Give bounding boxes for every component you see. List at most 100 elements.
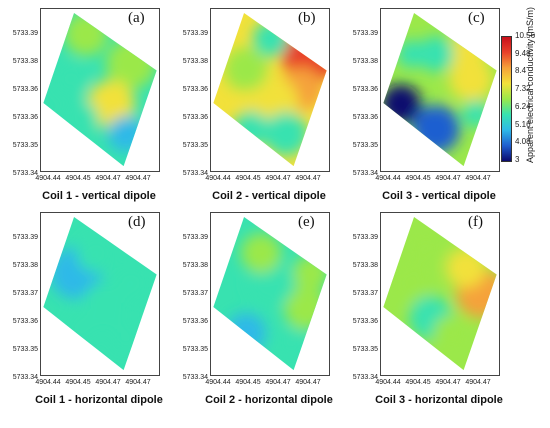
colorbar-title: Apparent electrical conductivity (mS/m) (525, 6, 535, 163)
colorbar-tick-label: 5.16 (515, 119, 531, 129)
x-tick-label: 4904.47 (125, 175, 151, 182)
panel-title: Coil 3 - horizontal dipole (375, 394, 503, 406)
y-tick-label: 5733.34 (12, 170, 38, 177)
heatmap-cell (408, 230, 444, 266)
y-tick-label: 5733.39 (12, 234, 38, 241)
y-tick-label: 5733.37 (182, 290, 208, 297)
y-tick-label: 5733.38 (352, 262, 378, 269)
heatmap-cell (462, 100, 490, 128)
panel-title: Coil 2 - vertical dipole (212, 190, 326, 202)
plot-area (210, 8, 330, 172)
heatmap-cell (76, 233, 116, 273)
plot-area (40, 212, 160, 376)
heatmap-cell (63, 310, 99, 346)
heatmap-svg (383, 13, 497, 167)
y-tick-label: 5733.36 (12, 318, 38, 325)
colorbar-tick-label: 9.48 (515, 48, 531, 58)
panel-label: (d) (128, 214, 146, 230)
y-tick-label: 5733.36 (12, 86, 38, 93)
heatmap-cell (87, 80, 135, 128)
x-tick-label: 4904.44 (35, 175, 61, 182)
x-tick-label: 4904.44 (35, 379, 61, 386)
colorbar-tick-label: 4.08 (515, 137, 531, 147)
x-tick-label: 4904.44 (205, 175, 231, 182)
panel-title: Coil 1 - vertical dipole (42, 190, 156, 202)
x-tick-label: 4904.47 (465, 379, 491, 386)
heatmap-cell (293, 255, 327, 291)
x-tick-label: 4904.45 (65, 379, 91, 386)
y-tick-label: 5733.39 (352, 30, 378, 37)
panel-title: Coil 2 - horizontal dipole (205, 394, 333, 406)
heatmap-cell (412, 105, 460, 153)
y-tick-label: 5733.39 (182, 234, 208, 241)
y-tick-label: 5733.36 (182, 114, 208, 121)
y-tick-label: 5733.35 (12, 142, 38, 149)
heatmap-cell (433, 315, 469, 351)
x-tick-label: 4904.47 (435, 175, 461, 182)
colorbar-tick-label: 10.56 (515, 31, 536, 40)
y-tick-label: 5733.37 (352, 290, 378, 297)
y-tick-label: 5733.38 (12, 58, 38, 65)
heatmap-svg (43, 217, 157, 371)
y-tick-label: 5733.36 (182, 86, 208, 93)
y-tick-label: 5733.36 (352, 86, 378, 93)
heatmap-cell (389, 261, 433, 305)
heatmap-cell (264, 112, 308, 156)
x-tick-label: 4904.47 (95, 379, 121, 386)
panel-label: (a) (128, 10, 145, 26)
y-tick-label: 5733.38 (182, 58, 208, 65)
heatmap-svg (213, 13, 327, 167)
y-tick-label: 5733.35 (352, 346, 378, 353)
y-tick-label: 5733.36 (352, 318, 378, 325)
x-tick-label: 4904.47 (265, 175, 291, 182)
y-tick-label: 5733.35 (352, 142, 378, 149)
plot-area (380, 212, 500, 376)
y-tick-label: 5733.36 (182, 318, 208, 325)
y-tick-label: 5733.39 (182, 30, 208, 37)
panel-label: (e) (298, 214, 315, 230)
x-tick-label: 4904.47 (265, 379, 291, 386)
heatmap-cell (253, 21, 289, 57)
heatmap-cell (418, 36, 454, 72)
y-tick-label: 5733.34 (352, 170, 378, 177)
x-tick-label: 4904.47 (125, 379, 151, 386)
y-tick-label: 5733.37 (12, 290, 38, 297)
panel-title: Coil 3 - vertical dipole (382, 190, 496, 202)
heatmap-cell (224, 47, 268, 91)
x-tick-label: 4904.45 (405, 175, 431, 182)
heatmap-cell (127, 25, 155, 53)
y-tick-label: 5733.35 (12, 346, 38, 353)
heatmap-cell (226, 313, 266, 353)
heatmap-cell (53, 61, 89, 97)
y-tick-label: 5733.34 (182, 374, 208, 381)
heatmap-cell (397, 40, 425, 68)
x-tick-label: 4904.44 (375, 175, 401, 182)
x-tick-label: 4904.45 (235, 175, 261, 182)
x-tick-label: 4904.45 (405, 379, 431, 386)
heatmap-cell (446, 248, 486, 288)
y-tick-label: 5733.39 (352, 234, 378, 241)
y-tick-label: 5733.38 (352, 58, 378, 65)
panel-label: (f) (468, 214, 483, 230)
x-tick-label: 4904.47 (435, 379, 461, 386)
y-tick-label: 5733.36 (12, 114, 38, 121)
x-tick-label: 4904.45 (65, 175, 91, 182)
heatmap-cell (108, 116, 144, 152)
heatmap-svg (383, 217, 497, 371)
heatmap-cell (241, 233, 281, 273)
y-tick-label: 5733.38 (12, 262, 38, 269)
x-tick-label: 4904.47 (295, 175, 321, 182)
x-tick-label: 4904.44 (205, 379, 231, 386)
heatmap-cell (233, 111, 269, 147)
heatmap-cell (275, 327, 307, 359)
plot-area (40, 8, 160, 172)
colorbar-tick-label: 3 (515, 155, 520, 164)
y-tick-label: 5733.35 (182, 142, 208, 149)
x-tick-label: 4904.44 (375, 379, 401, 386)
heatmap-cell (111, 263, 151, 303)
x-tick-label: 4904.47 (465, 175, 491, 182)
heatmap-cell (110, 322, 142, 354)
plot-area (210, 212, 330, 376)
y-tick-label: 5733.34 (12, 374, 38, 381)
plot-area (380, 8, 500, 172)
